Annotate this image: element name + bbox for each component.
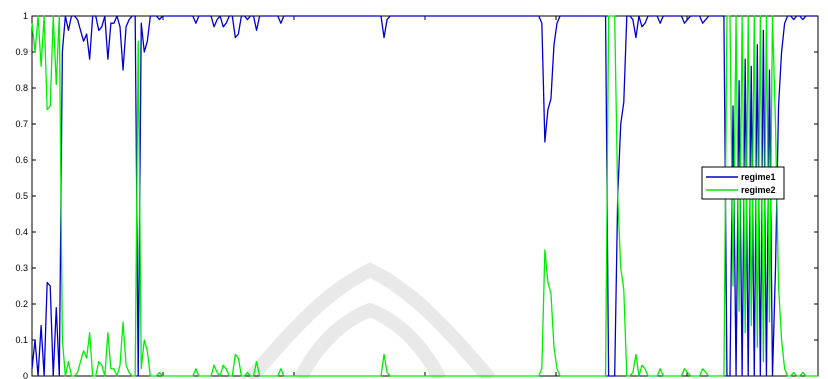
series-layer (31, 15, 818, 377)
series-line-regime1 (31, 15, 818, 377)
y-tick-label: 0.2 (15, 299, 28, 309)
legend-label-regime2: regime2 (741, 185, 776, 195)
y-tick-label: 1 (23, 11, 28, 21)
y-axis: 0 0.1 0.2 0.3 0.4 0.5 0.6 0.7 0.8 0.9 1 (15, 11, 818, 379)
y-tick-label: 0.5 (15, 191, 28, 201)
watermark (244, 262, 496, 379)
y-tick-label: 0.8 (15, 83, 28, 93)
y-tick-label: 0 (23, 371, 28, 379)
y-tick-label: 0.4 (15, 227, 28, 237)
x-axis (162, 16, 688, 376)
y-tick-label: 0.1 (15, 335, 28, 345)
legend-box (701, 166, 785, 200)
y-tick-label: 0.7 (15, 119, 28, 129)
y-tick-label: 0.3 (15, 263, 28, 273)
series-line-regime2 (31, 15, 818, 377)
y-tick-label: 0.6 (15, 155, 28, 165)
plot-area (31, 15, 819, 377)
legend-label-regime1: regime1 (741, 172, 776, 182)
legend: regime1 regime2 (701, 166, 785, 200)
y-tick-label: 0.9 (15, 47, 28, 57)
